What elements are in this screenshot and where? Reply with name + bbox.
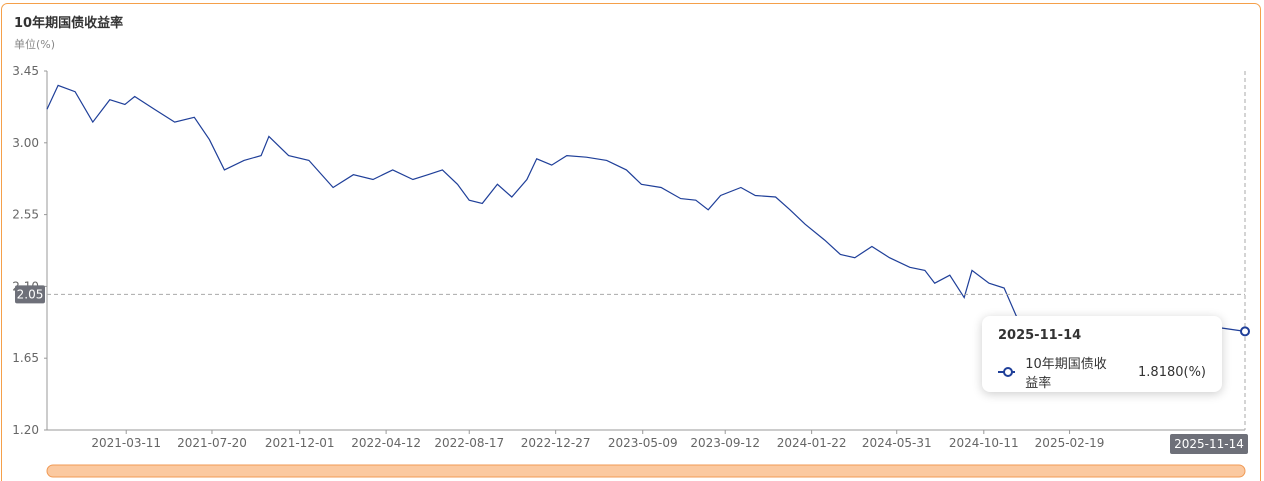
crosshair-y-label: 2.05 xyxy=(15,285,45,304)
crosshair-y-box xyxy=(15,285,45,304)
unit-label: 单位(%) xyxy=(14,37,55,51)
chart-title: 10年期国债收益率 xyxy=(14,15,123,31)
tooltip-series: 10年期国债收益率 xyxy=(1025,357,1107,391)
x-tick-label: 2022-04-12 xyxy=(351,436,421,450)
x-tick-label: 2021-03-11 xyxy=(91,436,161,450)
x-tick-label: 2023-05-09 xyxy=(608,436,678,450)
x-tick-label: 2024-10-11 xyxy=(949,436,1019,450)
y-tick-label: 3.00 xyxy=(12,136,39,150)
crosshair-x-text: 2025-11-14 xyxy=(1174,437,1244,451)
zoom-slider[interactable] xyxy=(46,464,1246,478)
tooltip-value: 1.8180(%) xyxy=(1138,364,1206,380)
hover-point xyxy=(1240,326,1250,337)
tooltip-date: 2025-11-14 xyxy=(998,328,1082,343)
x-tick-label: 2024-05-31 xyxy=(862,436,932,450)
frame xyxy=(1,3,1261,481)
x-tick-label: 2023-09-12 xyxy=(690,436,760,450)
crosshair-x-box xyxy=(1170,434,1248,454)
series-line xyxy=(46,84,1246,361)
x-tick-label: 2022-12-27 xyxy=(521,436,591,450)
tooltip-row: 10年期国债收益率 1.8180(%) xyxy=(998,353,1206,391)
x-tick-label: 2021-12-01 xyxy=(265,436,335,450)
y-tick-label: 2.55 xyxy=(12,208,39,222)
y-tick-label: 1.65 xyxy=(12,351,39,365)
crosshair-y-text: 2.05 xyxy=(17,287,44,301)
tooltip: 2025-11-14 10年期国债收益率 1.8180(%) xyxy=(982,316,1222,392)
y-tick-label: 1.20 xyxy=(12,423,39,437)
x-tick-label: 2025-02-19 xyxy=(1035,436,1105,450)
tooltip-icon xyxy=(998,367,1016,377)
y-tick-label: 3.45 xyxy=(12,64,39,78)
x-tick-label: 2022-08-17 xyxy=(434,436,504,450)
x-tick-label: 2024-01-22 xyxy=(777,436,847,450)
x-tick-label: 2021-07-20 xyxy=(177,436,247,450)
